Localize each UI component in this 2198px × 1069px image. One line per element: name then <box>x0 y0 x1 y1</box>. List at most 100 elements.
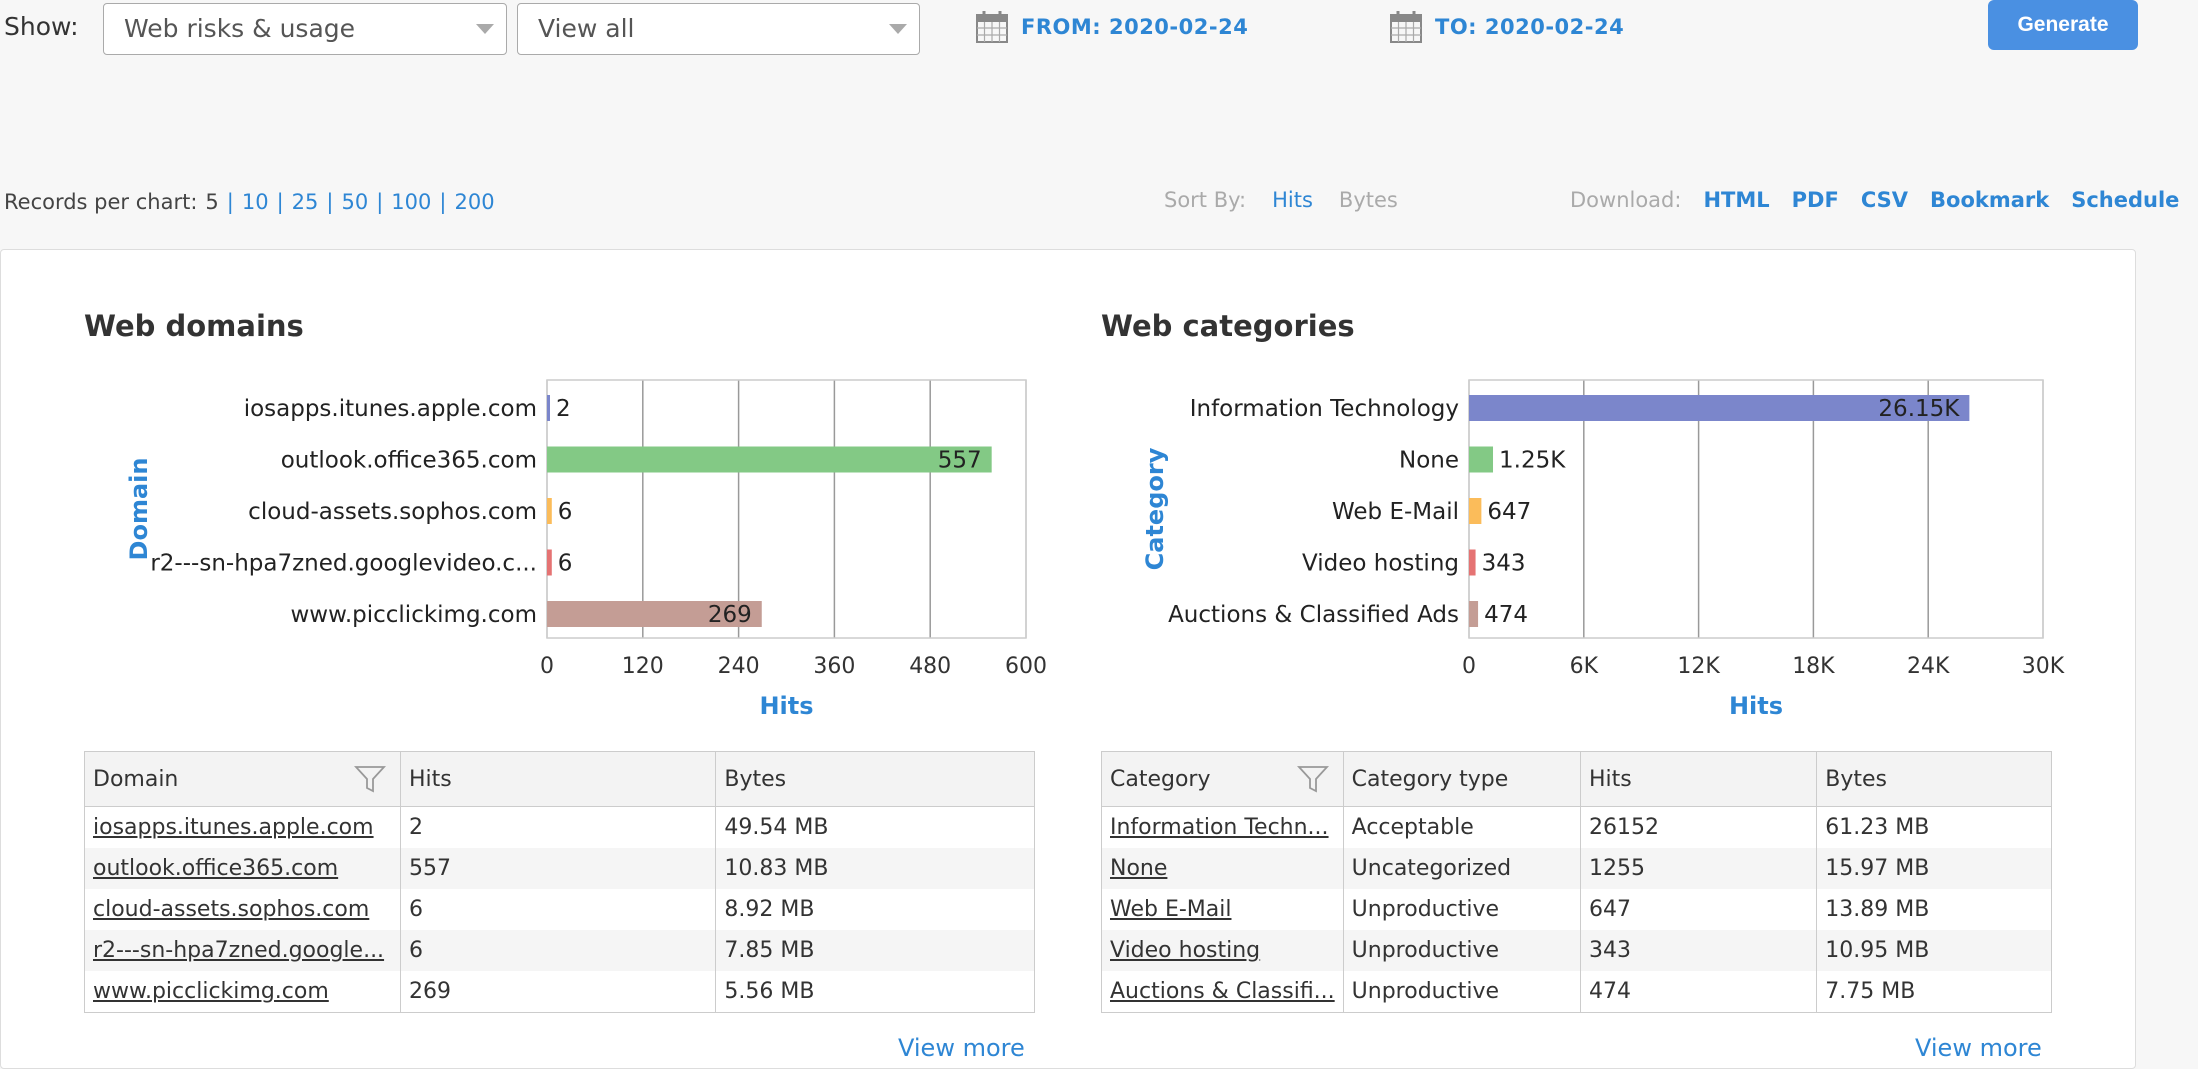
x-tick-label: 480 <box>909 654 951 679</box>
chevron-down-icon <box>889 24 907 34</box>
download-html-link[interactable]: HTML <box>1703 188 1770 212</box>
column-header-hits[interactable]: Hits <box>1579 751 1818 807</box>
records-label: Records per chart: <box>4 190 198 214</box>
generate-button[interactable]: Generate <box>1988 0 2138 50</box>
domains-table: Domain Hits Bytes iosapps.itunes.apple.c… <box>84 751 1035 1013</box>
records-option-5[interactable]: 5 <box>205 190 219 214</box>
bar[interactable] <box>547 446 992 473</box>
x-tick-label: 24K <box>1907 654 1950 679</box>
table-row: Auctions & Classifi... Unproductive 474 7.7… <box>1101 971 2052 1013</box>
data-label: 6 <box>558 499 573 525</box>
web-categories-title: Web categories <box>1101 309 1355 343</box>
table-cell: Unproductive <box>1342 971 1581 1013</box>
x-tick-label: 600 <box>1005 654 1047 679</box>
records-option-50[interactable]: 50 <box>341 190 369 214</box>
column-header-hits[interactable]: Hits <box>399 751 717 807</box>
column-header-bytes[interactable]: Bytes <box>1816 751 2052 807</box>
table-cell[interactable]: r2---sn-hpa7zned.google... <box>84 930 401 971</box>
x-tick-label: 6K <box>1570 654 1599 679</box>
separator: | <box>376 190 384 214</box>
from-date-picker[interactable]: FROM: 2020-02-24 <box>975 10 1248 44</box>
records-option-200[interactable]: 200 <box>454 190 495 214</box>
report-select[interactable]: Web risks & usage <box>103 3 507 55</box>
download-csv-link[interactable]: CSV <box>1860 188 1909 212</box>
table-cell: Uncategorized <box>1342 848 1581 889</box>
x-tick-label: 360 <box>813 654 855 679</box>
table-cell[interactable]: www.picclickimg.com <box>84 971 401 1013</box>
table-cell: 647 <box>1579 889 1818 930</box>
table-cell[interactable]: None <box>1101 848 1344 889</box>
table-cell: 26152 <box>1579 806 1818 848</box>
table-cell: 5.56 MB <box>715 971 1035 1013</box>
table-header-row: Domain Hits Bytes <box>84 751 1035 807</box>
table-cell: 49.54 MB <box>715 806 1035 848</box>
sort-by: Sort By: Hits Bytes <box>1164 188 1398 212</box>
download-pdf-link[interactable]: PDF <box>1791 188 1839 212</box>
table-cell: 61.23 MB <box>1816 806 2052 848</box>
calendar-icon <box>976 11 1008 43</box>
column-header-category-type[interactable]: Category type <box>1342 751 1581 807</box>
bar[interactable] <box>547 601 762 627</box>
separator: | <box>276 190 284 214</box>
records-option-25[interactable]: 25 <box>291 190 319 214</box>
data-label: 1.25K <box>1499 448 1566 474</box>
table-cell[interactable]: Video hosting <box>1101 930 1344 971</box>
view-select-value: View all <box>538 14 635 43</box>
y-tick-label: r2---sn-hpa7zned.googlevideo.c... <box>150 551 537 577</box>
bar[interactable] <box>547 395 550 421</box>
data-label: 6 <box>558 551 573 577</box>
table-cell[interactable]: iosapps.itunes.apple.com <box>84 806 401 848</box>
y-tick-label: cloud-assets.sophos.com <box>248 499 537 525</box>
table-cell: 343 <box>1579 930 1818 971</box>
table-cell: 269 <box>399 971 717 1013</box>
bar[interactable] <box>1469 395 1970 421</box>
table-cell[interactable]: Information Techn... <box>1101 806 1344 848</box>
x-tick-label: 30K <box>2022 654 2065 679</box>
filter-icon[interactable] <box>353 764 386 794</box>
records-option-100[interactable]: 100 <box>391 190 432 214</box>
y-tick-label: Video hosting <box>1302 551 1459 577</box>
records-option-10[interactable]: 10 <box>241 190 269 214</box>
table-row: www.picclickimg.com 269 5.56 MB <box>84 971 1035 1013</box>
bookmark-link[interactable]: Bookmark <box>1930 188 2050 212</box>
column-header-category[interactable]: Category <box>1101 751 1344 807</box>
bar[interactable] <box>547 549 552 576</box>
y-tick-label: Information Technology <box>1190 396 1459 422</box>
column-header-bytes[interactable]: Bytes <box>715 751 1035 807</box>
column-header-label: Domain <box>93 766 179 792</box>
view-select[interactable]: View all <box>517 3 920 55</box>
y-tick-label: None <box>1399 448 1459 474</box>
table-cell[interactable]: cloud-assets.sophos.com <box>84 889 401 930</box>
table-cell: 7.75 MB <box>1816 971 2052 1013</box>
to-date-label: TO: 2020-02-24 <box>1435 15 1625 39</box>
schedule-link[interactable]: Schedule <box>2071 188 2180 212</box>
sort-bytes-link[interactable]: Bytes <box>1338 188 1398 212</box>
data-label: 26.15K <box>1878 396 1960 422</box>
data-label: 647 <box>1487 499 1531 525</box>
filter-icon[interactable] <box>1296 764 1329 794</box>
y-tick-label: outlook.office365.com <box>281 448 537 474</box>
table-cell[interactable]: Web E-Mail <box>1101 889 1344 930</box>
categories-view-more-link[interactable]: View more <box>1915 1034 2042 1062</box>
table-row: outlook.office365.com 557 10.83 MB <box>84 848 1035 889</box>
bar[interactable] <box>1469 549 1476 576</box>
bar[interactable] <box>547 498 552 524</box>
bar[interactable] <box>1469 601 1479 627</box>
sort-label: Sort By: <box>1164 188 1247 212</box>
to-date-picker[interactable]: TO: 2020-02-24 <box>1389 10 1624 44</box>
sort-hits-link[interactable]: Hits <box>1272 188 1313 212</box>
table-cell: 8.92 MB <box>715 889 1035 930</box>
bar[interactable] <box>1469 446 1494 473</box>
web-domains-chart: 0 120 240 360 480 600 iosapps.itunes.apple.com… <box>125 379 1047 720</box>
table-row: None Uncategorized 1255 15.97 MB <box>1101 848 2052 889</box>
data-label: 2 <box>556 396 571 422</box>
table-cell[interactable]: Auctions & Classifi... <box>1101 971 1344 1013</box>
calendar-icon <box>1390 11 1422 43</box>
separator: | <box>226 190 234 214</box>
domains-view-more-link[interactable]: View more <box>898 1034 1025 1062</box>
separator: | <box>439 190 447 214</box>
table-cell[interactable]: outlook.office365.com <box>84 848 401 889</box>
column-header-domain[interactable]: Domain <box>84 751 401 807</box>
bar[interactable] <box>1469 498 1482 524</box>
show-label: Show: <box>4 12 79 41</box>
